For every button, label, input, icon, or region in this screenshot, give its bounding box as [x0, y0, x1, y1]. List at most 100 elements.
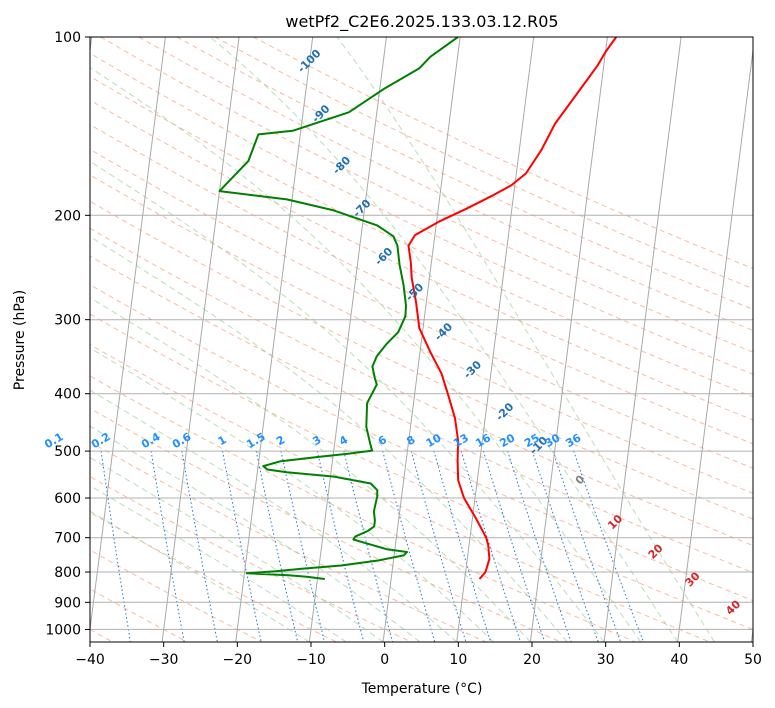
x-axis: −40 −30 −20 −10 0 10 20 30 40 50	[75, 642, 762, 668]
y-tick-label: 300	[54, 313, 81, 329]
dry-adiabat-label: -90	[309, 102, 332, 125]
moist-adiabat-line	[90, 510, 310, 642]
moist-adiabat-label: 40	[723, 597, 743, 617]
dry-adiabat-line	[90, 475, 413, 642]
moist-adiabat-label: 0	[573, 472, 588, 487]
isotherm-line	[90, 37, 166, 634]
plot-frame	[89, 36, 754, 643]
temperature-profile-line	[407, 37, 618, 580]
dry-adiabat-label: -40	[432, 320, 455, 343]
series-layer	[218, 37, 618, 580]
dry-adiabat-line	[90, 174, 753, 494]
mixing-ratio-line	[316, 450, 365, 642]
dry-adiabat-label: -30	[461, 358, 484, 381]
dry-adiabat-line	[90, 99, 753, 421]
x-tick-label: 0	[380, 652, 389, 668]
dry-adiabat-line	[90, 512, 338, 642]
mixing-ratio-label: 3	[310, 433, 323, 448]
dry-adiabat-line	[214, 37, 753, 290]
x-tick-label: −40	[75, 652, 105, 668]
dry-adiabat-line	[90, 52, 753, 375]
x-tick-label: 10	[449, 652, 467, 668]
dry-adiabat-line	[90, 227, 753, 546]
moist-adiabat-line	[90, 160, 605, 642]
mixing-ratio-line	[507, 450, 572, 642]
y-tick-label: 700	[54, 531, 81, 547]
line-labels: -100-90-80-70-60-50-40-30-20-100.1 0.2 0.4…	[42, 47, 743, 618]
x-tick-label: −30	[149, 652, 179, 668]
dewpoint-profile-line	[218, 37, 459, 580]
y-tick-label: 800	[54, 565, 81, 581]
mixing-ratio-label: 1.5	[244, 430, 267, 451]
mixing-ratio-label: 36	[563, 431, 583, 450]
mixing-ratio-label: 0.6	[170, 430, 194, 451]
isotherm-line	[161, 37, 240, 642]
dry-adiabat-line	[90, 75, 753, 398]
chart-title: wetPf2_C2E6.2025.133.03.12.R05	[285, 12, 558, 32]
mixing-ratio-label: 2	[274, 433, 287, 448]
dry-adiabat-line	[90, 343, 712, 642]
dry-adiabat-line	[90, 255, 753, 574]
dry-adiabat-line	[176, 37, 753, 310]
grid	[90, 37, 753, 642]
y-tick-label: 100	[54, 30, 81, 46]
x-tick-label: 50	[744, 652, 762, 668]
x-tick-label: 30	[597, 652, 615, 668]
mixing-ratio-line	[433, 450, 492, 642]
mixing-ratio-line	[531, 450, 599, 642]
moist-adiabat-line	[90, 66, 642, 642]
mixing-ratio-label: 8	[404, 433, 417, 448]
moist-adiabat-line	[90, 347, 494, 642]
moist-adiabat-line	[90, 235, 568, 642]
y-axis-title: Pressure (hPa)	[12, 290, 28, 390]
isotherm-line	[382, 37, 461, 642]
y-tick-label: 200	[54, 208, 81, 224]
isotherm-line	[750, 625, 753, 642]
dry-adiabat-line	[90, 549, 264, 642]
mixing-ratio-line	[255, 450, 299, 642]
mixing-ratio-line	[482, 450, 546, 642]
isotherm-line	[603, 37, 682, 642]
dry-adiabat-line	[90, 313, 753, 630]
moist-adiabat-line	[90, 457, 384, 642]
mixing-ratio-label: 10	[424, 431, 444, 450]
mixing-ratio-label: 4	[337, 433, 350, 448]
moist-adiabat-line	[336, 37, 716, 642]
y-axis: 100 200 300 400 500 600 700 800 900 1000	[45, 30, 90, 638]
mixing-ratio-label: 0.2	[89, 430, 112, 451]
dry-adiabat-line	[90, 200, 753, 520]
mixing-ratio-line	[552, 450, 622, 642]
moist-adiabat-line	[209, 37, 679, 642]
mixing-ratio-label: 20	[497, 431, 517, 450]
x-tick-label: −10	[296, 652, 326, 668]
isotherm-line	[529, 37, 608, 642]
x-tick-label: 40	[670, 652, 688, 668]
isotherm-line	[308, 37, 387, 642]
moist-adiabat-label: 10	[605, 512, 625, 532]
x-axis-title: Temperature (°C)	[361, 681, 483, 697]
moist-adiabat-line	[90, 296, 531, 642]
y-tick-label: 900	[54, 595, 81, 611]
mixing-ratio-line	[54, 451, 80, 644]
dry-adiabat-line	[252, 37, 753, 270]
dry-adiabat-line	[90, 407, 562, 642]
moist-adiabat-line	[90, 485, 347, 642]
x-tick-label: 20	[523, 652, 541, 668]
y-tick-label: 500	[54, 444, 81, 460]
mixing-ratio-line	[460, 450, 522, 642]
x-tick-label: −20	[223, 652, 253, 668]
moist-adiabat-line	[90, 389, 458, 642]
y-tick-label: 1000	[45, 622, 81, 638]
mixing-ratio-label: 0.4	[139, 430, 163, 451]
mixing-ratio-line	[343, 450, 394, 642]
isotherm-line	[456, 37, 535, 642]
mixing-ratio-label: 13	[451, 431, 471, 450]
dry-adiabat-label: -60	[372, 245, 395, 268]
mixing-ratio-label: 6	[376, 433, 389, 448]
mixing-ratio-line	[280, 450, 326, 642]
y-tick-label: 400	[54, 387, 81, 403]
mixing-ratio-line	[181, 451, 218, 642]
isotherm-line	[235, 37, 314, 642]
mixing-ratio-line	[100, 451, 131, 642]
